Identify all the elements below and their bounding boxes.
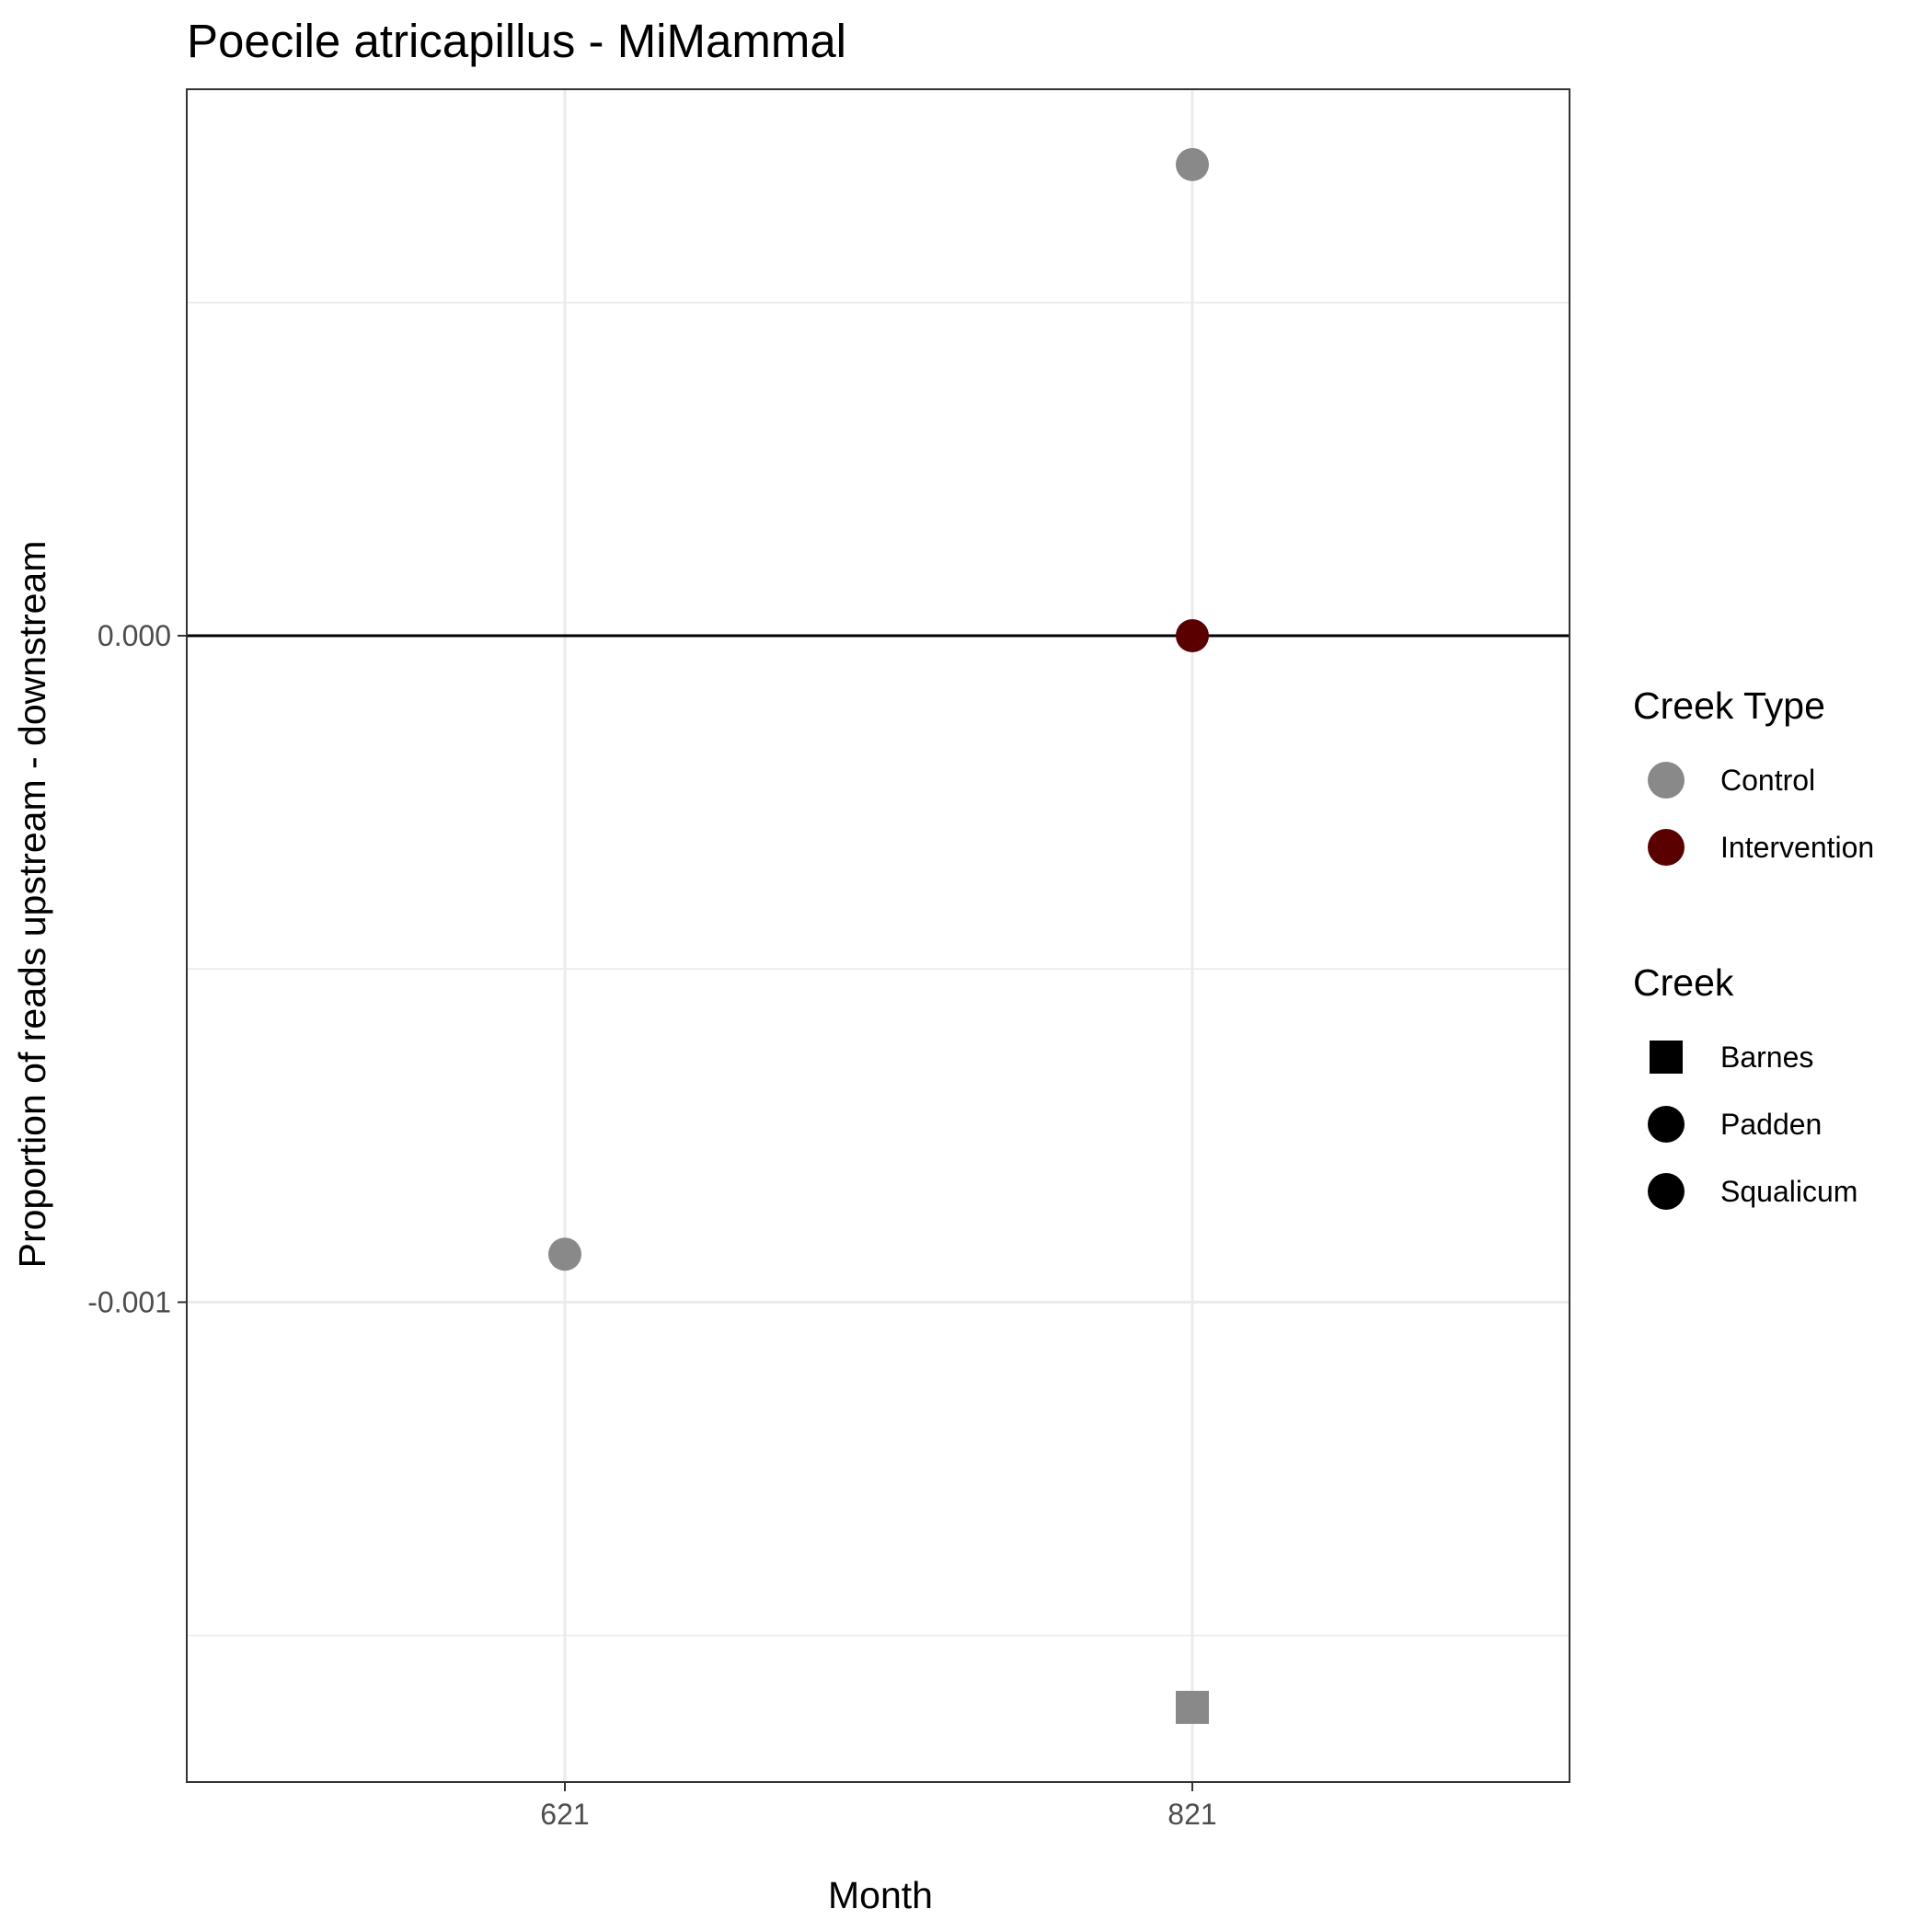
y-tick-label: 0.000	[98, 619, 171, 652]
panel-border	[186, 88, 1570, 1783]
legend-label: Control	[1720, 764, 1815, 797]
chart-title: Poecile atricapillus - MiMammal	[187, 15, 846, 67]
plot-area: 0.000 -0.001 621 821	[87, 88, 1570, 1831]
x-tick-label: 821	[1167, 1798, 1216, 1831]
legend-title: Creek Type	[1633, 684, 1825, 727]
data-point	[548, 1237, 581, 1271]
legend-key	[1648, 829, 1685, 866]
legend-title: Creek	[1633, 961, 1734, 1004]
legend-key	[1648, 1173, 1685, 1210]
legend-key	[1648, 1106, 1685, 1143]
legend-label: Padden	[1720, 1108, 1822, 1141]
x-axis-title: Month	[828, 1874, 933, 1916]
legend-label: Squalicum	[1720, 1175, 1857, 1208]
data-point	[1176, 147, 1209, 181]
x-tick-label: 621	[540, 1798, 589, 1831]
data-point	[1176, 619, 1209, 653]
legend: Creek Type Control Intervention Creek Barnes…	[1633, 684, 1874, 1210]
data-point	[1176, 1690, 1209, 1724]
y-axis-title: Proportion of reads upstream - downstrea…	[11, 541, 53, 1269]
y-tick-label: -0.001	[87, 1285, 171, 1318]
legend-key	[1650, 1041, 1683, 1074]
legend-label: Barnes	[1720, 1041, 1813, 1074]
legend-label: Intervention	[1720, 831, 1874, 864]
legend-key	[1648, 762, 1685, 799]
